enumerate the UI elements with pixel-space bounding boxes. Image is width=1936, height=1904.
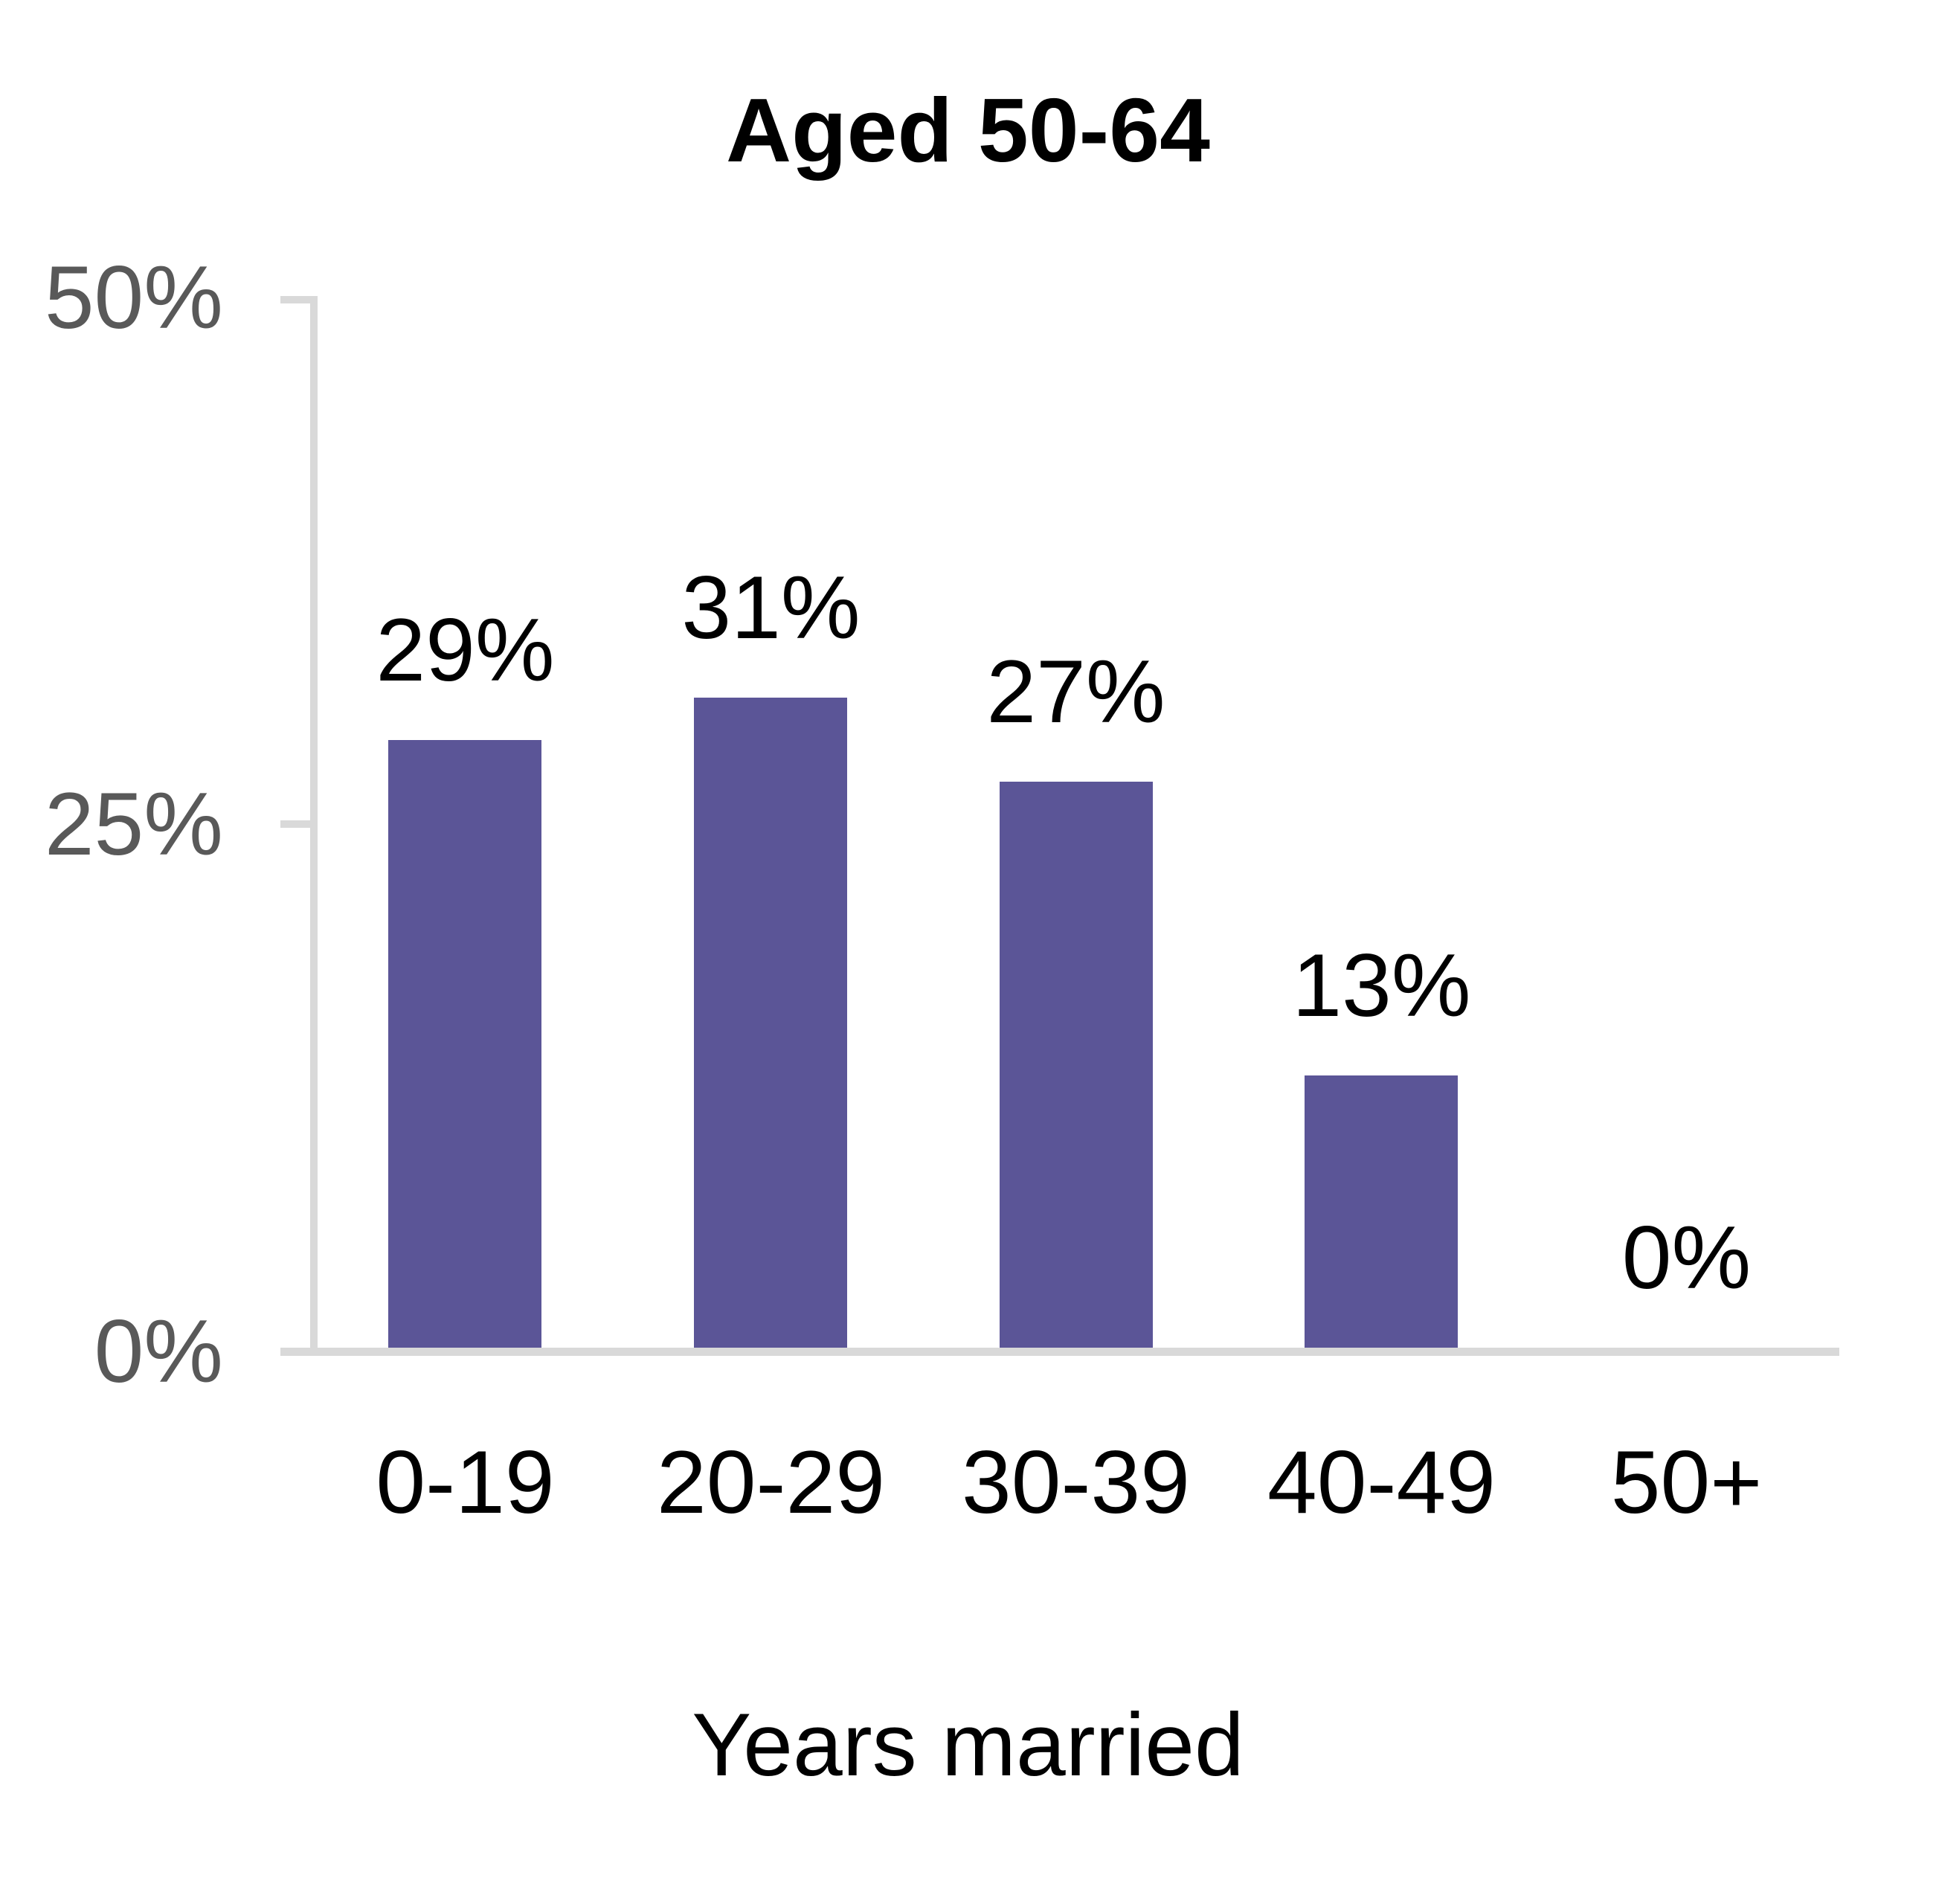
y-tick-label-0: 0% [94, 1302, 223, 1401]
bar-value-label: 27% [986, 642, 1165, 742]
x-tick-label: 50+ [1610, 1432, 1763, 1532]
x-axis-title: Years married [692, 1695, 1244, 1795]
y-tick-label-50: 50% [44, 248, 223, 347]
y-axis-tick-25 [280, 820, 312, 828]
bar-value-label: 31% [681, 558, 861, 657]
y-axis-line [310, 296, 318, 1356]
bar-value-label: 29% [376, 600, 555, 700]
bar [694, 698, 847, 1348]
bar-value-label: 13% [1292, 936, 1471, 1035]
x-axis-line [280, 1348, 1839, 1356]
bar [1000, 782, 1153, 1348]
x-tick-label: 0-19 [376, 1432, 555, 1532]
x-tick-label: 20-29 [657, 1432, 885, 1532]
bar [1305, 1075, 1458, 1348]
bar [388, 740, 541, 1348]
chart-title: Aged 50-64 [726, 80, 1210, 181]
bar-value-label: 0% [1621, 1208, 1752, 1308]
y-axis-tick-50 [280, 296, 312, 303]
y-tick-label-25: 25% [44, 774, 223, 874]
x-tick-label: 40-49 [1267, 1432, 1496, 1532]
x-tick-label: 30-39 [962, 1432, 1190, 1532]
